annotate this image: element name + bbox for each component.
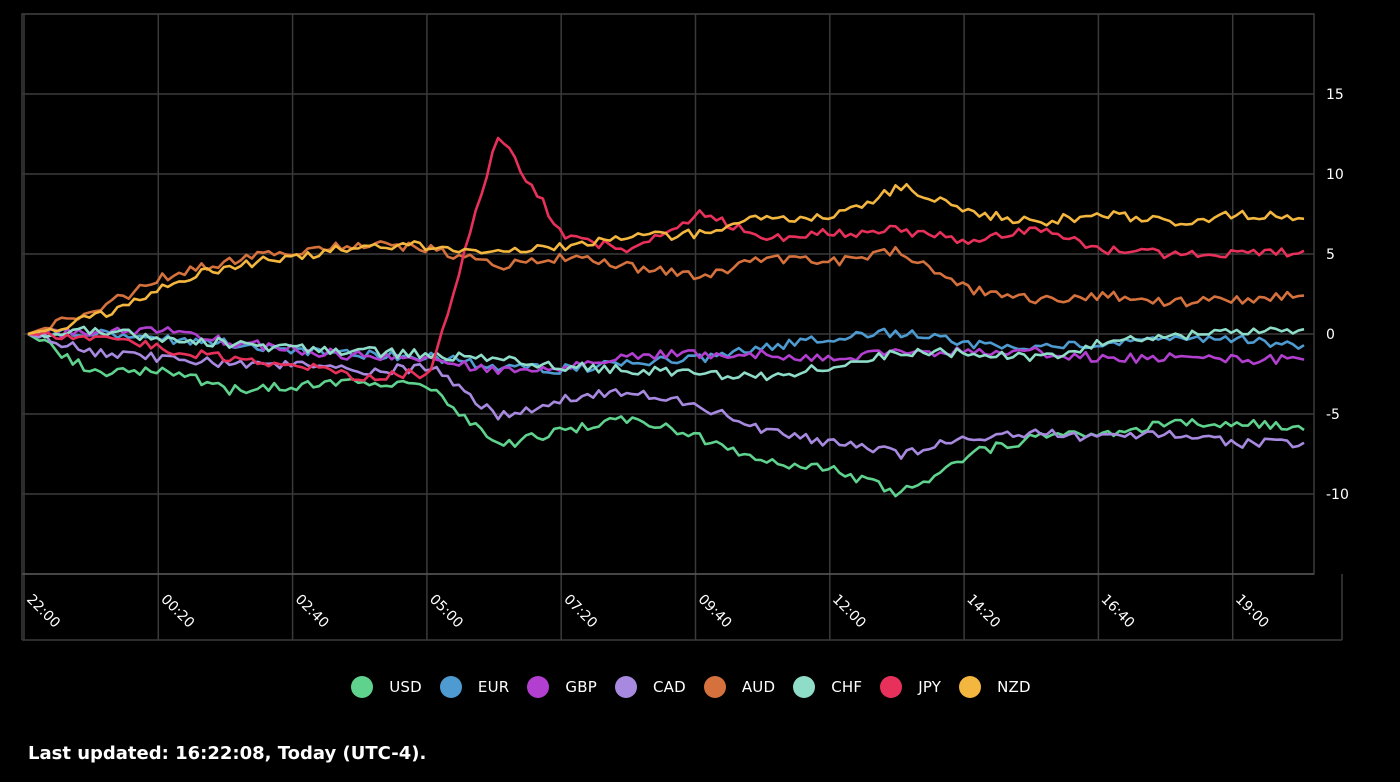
x-tick-label: 22:00	[23, 592, 63, 632]
legend-label: NZD	[997, 678, 1031, 696]
legend-item-usd[interactable]: USD	[351, 676, 440, 698]
legend-item-aud[interactable]: AUD	[703, 676, 793, 698]
y-tick-label: 0	[1326, 327, 1335, 343]
y-tick-label: 15	[1326, 87, 1344, 103]
series-line-aud	[27, 240, 1305, 336]
grid-lines	[21, 13, 1343, 641]
x-tick-label: 07:20	[560, 592, 600, 632]
x-tick-label: 09:40	[695, 592, 735, 632]
y-tick-label: -5	[1326, 407, 1340, 423]
x-tick-label: 16:40	[1098, 592, 1138, 632]
legend-swatch	[614, 676, 637, 698]
series-line-cad	[27, 332, 1305, 460]
legend-label: EUR	[477, 678, 510, 696]
legend-label: AUD	[741, 678, 776, 696]
y-tick-label: 5	[1326, 247, 1335, 263]
legend-swatch	[793, 676, 816, 698]
y-tick-label: -10	[1326, 487, 1349, 503]
legend-item-chf[interactable]: CHF	[793, 676, 880, 698]
legend-item-jpy[interactable]: JPY	[880, 676, 959, 698]
legend-swatch	[351, 676, 374, 698]
legend: USD EUR GBP CAD AUD CHF JPY NZD	[0, 674, 1400, 700]
series-lines	[27, 136, 1305, 498]
series-line-nzd	[27, 183, 1305, 336]
legend-swatch	[959, 676, 982, 698]
legend-item-cad[interactable]: CAD	[614, 676, 704, 698]
fx-strength-chart: 22:00 00:20 02:40 05:00 07:20 09:40 12:00 14:20…	[21, 13, 1349, 641]
series-line-chf	[27, 325, 1305, 382]
plot-background	[22, 14, 1314, 574]
legend-swatch	[527, 676, 550, 698]
series-line-gbp	[27, 326, 1305, 376]
legend-label: CAD	[652, 678, 686, 696]
legend-label: JPY	[918, 678, 942, 696]
legend-label: USD	[389, 678, 422, 696]
x-tick-label: 19:00	[1232, 592, 1272, 632]
legend-label: GBP	[565, 678, 597, 696]
legend-item-eur[interactable]: EUR	[439, 676, 527, 698]
legend-swatch	[703, 676, 726, 698]
legend-swatch	[880, 676, 903, 698]
last-updated-text: Last updated: 16:22:08, Today (UTC-4).	[28, 743, 427, 764]
x-tick-label: 14:20	[963, 592, 1003, 632]
legend-swatch	[439, 676, 462, 698]
legend-label: CHF	[831, 678, 863, 696]
x-tick-label: 05:00	[426, 592, 466, 632]
x-tick-label: 00:20	[157, 592, 197, 632]
legend-item-nzd[interactable]: NZD	[959, 676, 1049, 698]
legend-item-gbp[interactable]: GBP	[527, 676, 615, 698]
x-tick-label: 02:40	[292, 592, 332, 632]
x-tick-label: 12:00	[829, 592, 869, 632]
y-tick-label: 10	[1326, 167, 1344, 183]
